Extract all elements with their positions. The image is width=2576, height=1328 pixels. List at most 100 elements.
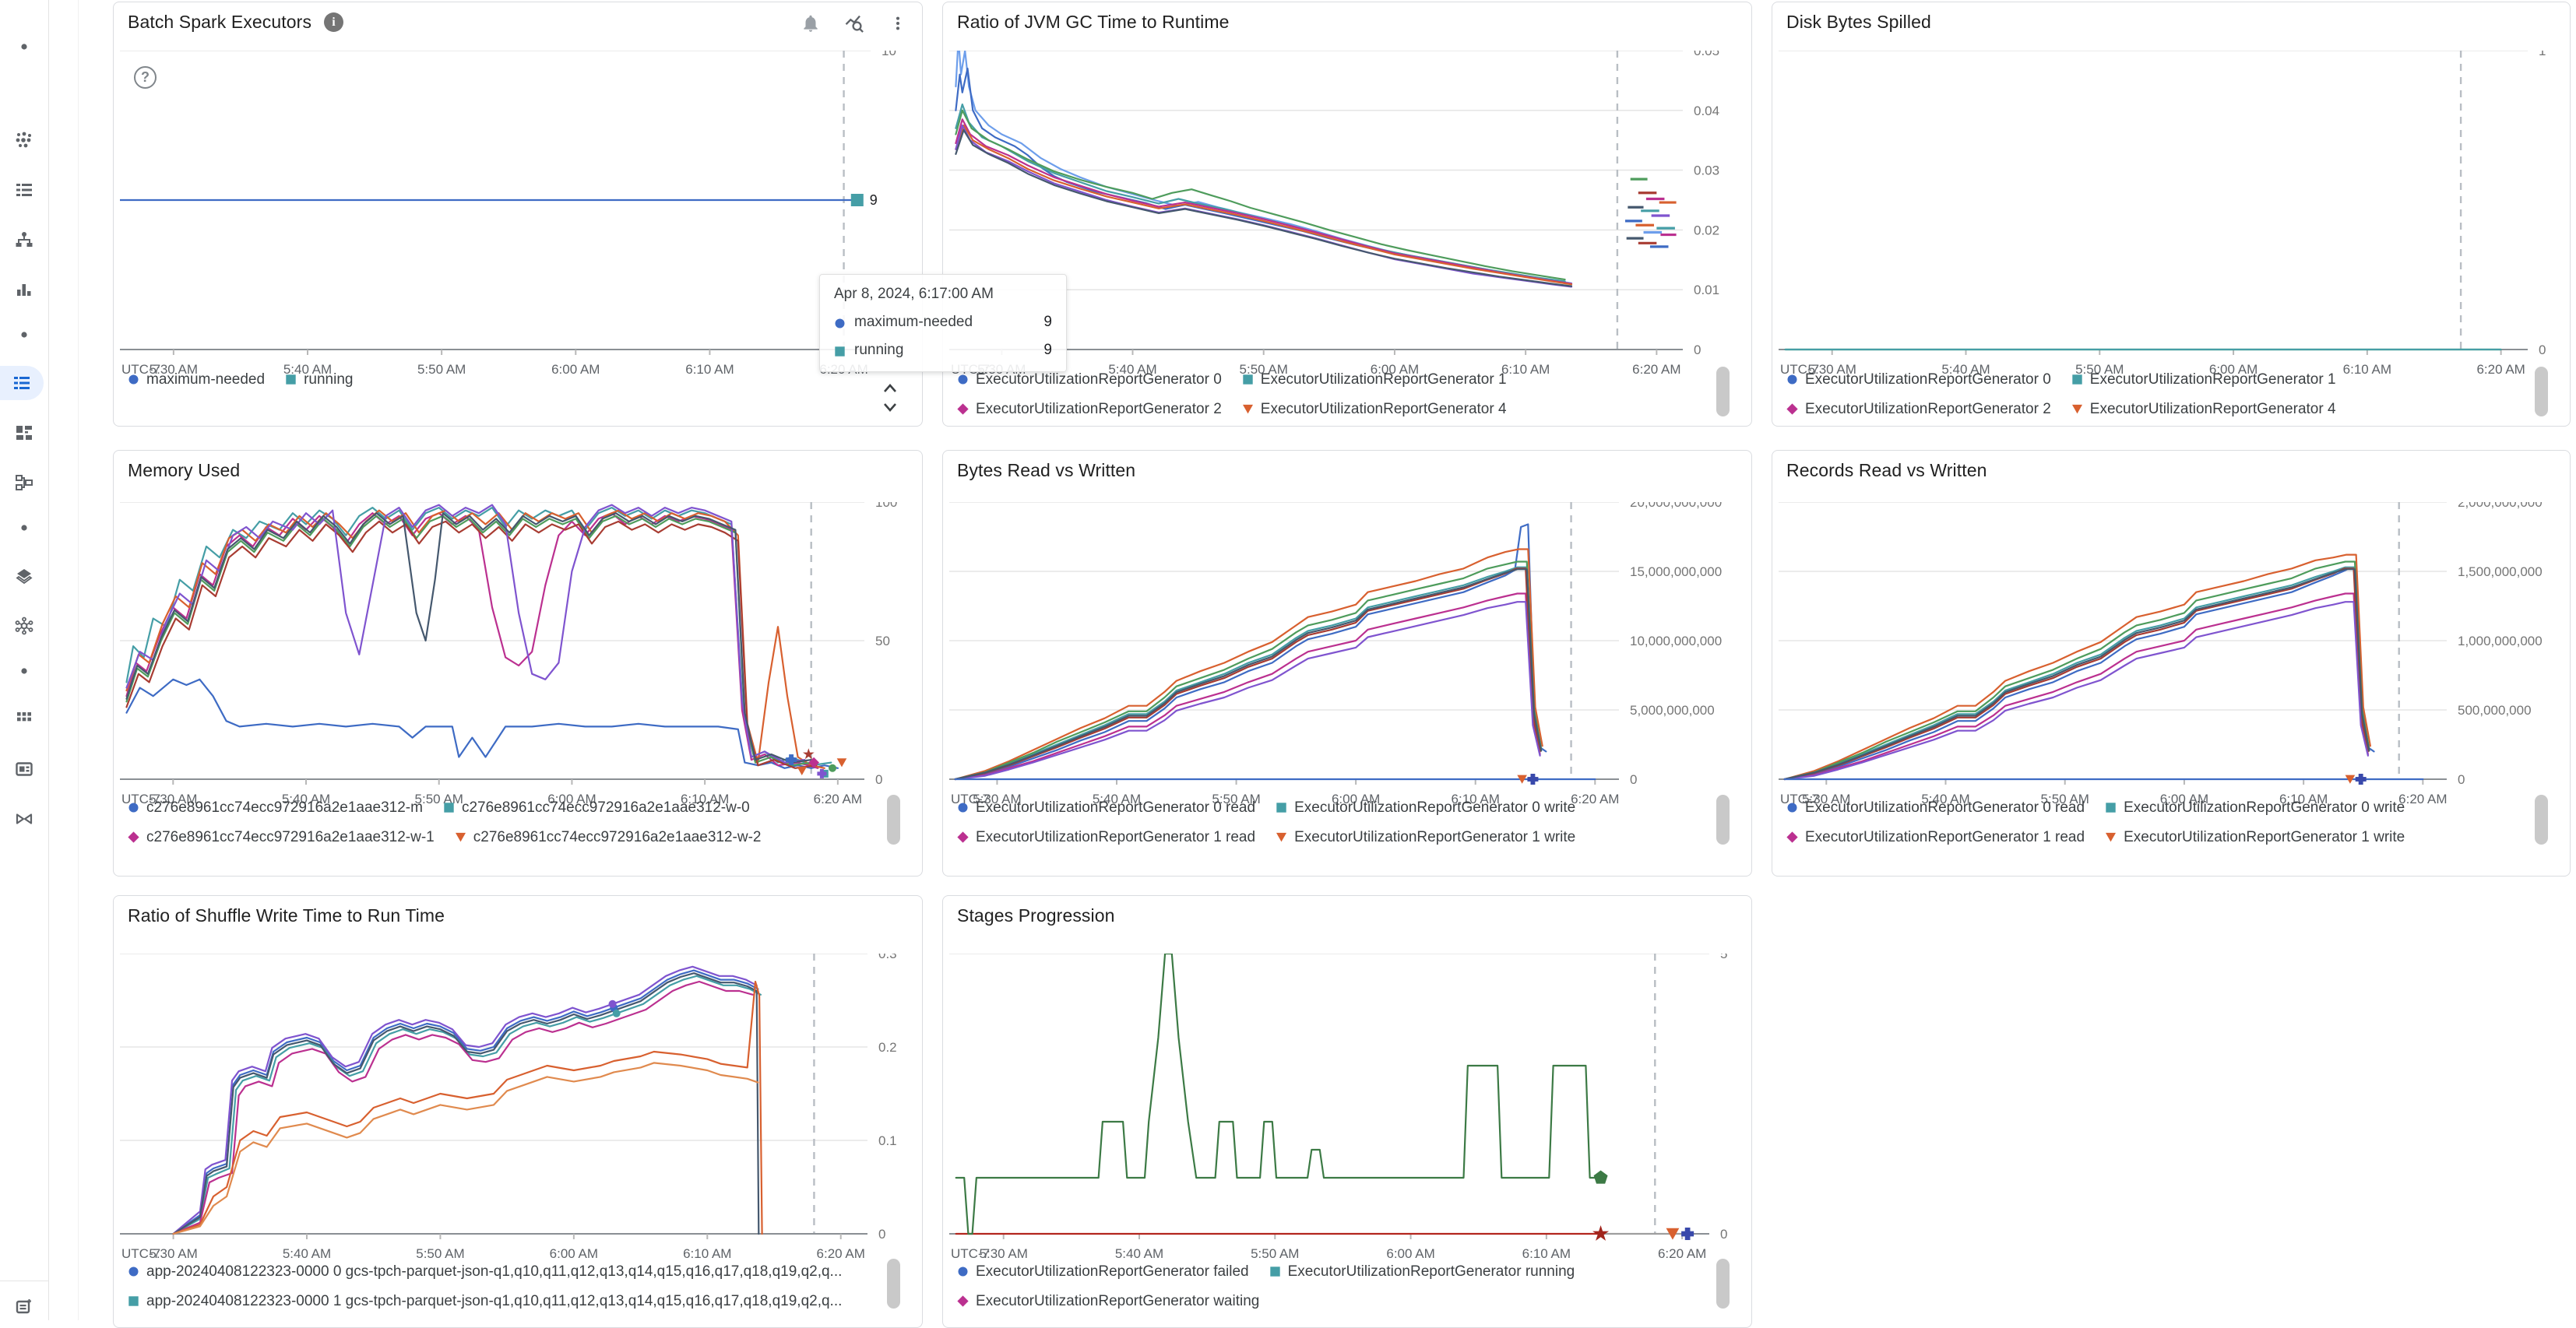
legend-item[interactable]: app-20240408122323-0000 1 gcs-tpch-parqu… <box>128 1293 842 1310</box>
sidebar-item-layers-icon[interactable] <box>0 559 48 593</box>
sidebar-item-grid-icon[interactable] <box>0 702 48 736</box>
legend-item[interactable]: c276e8961cc74ecc972916a2e1aae312-m <box>128 799 423 817</box>
legend-row: c276e8961cc74ecc972916a2e1aae312-w-1 c276… <box>128 826 878 848</box>
legend-item[interactable]: ExecutorUtilizationReportGenerator 4 <box>1242 401 1507 418</box>
legend-item[interactable]: ExecutorUtilizationReportGenerator faile… <box>957 1263 1249 1281</box>
sidebar-item-dot-icon[interactable] <box>0 654 48 688</box>
svg-text:UTC-7: UTC-7 <box>121 362 160 377</box>
sidebar-item-bar-chart-icon[interactable] <box>0 272 48 307</box>
more-vert-icon[interactable] <box>886 12 910 35</box>
sidebar-item-scatter-icon[interactable] <box>0 123 48 157</box>
svg-text:5:50 AM: 5:50 AM <box>416 1246 464 1261</box>
legend-label: c276e8961cc74ecc972916a2e1aae312-w-2 <box>473 828 762 845</box>
legend-item[interactable]: ExecutorUtilizationReportGenerator 1 <box>2071 371 2336 388</box>
legend-item[interactable]: ExecutorUtilizationReportGenerator 2 <box>957 401 1222 418</box>
svg-text:6:10 AM: 6:10 AM <box>683 1246 731 1261</box>
legend-label: ExecutorUtilizationReportGenerator 0 <box>1805 371 2051 388</box>
sidebar-item-flow-icon[interactable] <box>0 466 48 500</box>
sidebar-item-list-icon[interactable] <box>0 173 48 207</box>
legend-item[interactable]: c276e8961cc74ecc972916a2e1aae312-w-1 <box>128 829 435 846</box>
legend-item[interactable]: ExecutorUtilizationReportGenerator 1 wri… <box>1276 829 1575 846</box>
svg-text:0.2: 0.2 <box>878 1040 897 1055</box>
chart-title-text: Stages Progression <box>957 905 1115 926</box>
svg-text:5:30 AM: 5:30 AM <box>150 362 198 377</box>
info-icon[interactable]: i <box>324 12 344 32</box>
legend-scrollbar[interactable] <box>887 795 900 845</box>
legend-item[interactable]: ExecutorUtilizationReportGenerator 1 wri… <box>2105 829 2405 846</box>
chart-card-bytes-read-vs-written: Bytes Read vs Written 20,000,000,000 15,0… <box>942 450 1752 877</box>
chart-title-text: Batch Spark Executors <box>128 12 312 32</box>
legend-item[interactable]: ExecutorUtilizationReportGenerator runni… <box>1269 1263 1575 1281</box>
legend-scrollbar[interactable] <box>1716 367 1730 416</box>
legend-item[interactable]: ExecutorUtilizationReportGenerator 0 wri… <box>2105 799 2405 817</box>
svg-text:5: 5 <box>1720 954 1727 961</box>
sidebar-item-list-selected-icon[interactable] <box>0 366 44 400</box>
svg-text:50: 50 <box>875 634 890 648</box>
legend-item[interactable]: ExecutorUtilizationReportGenerator 0 wri… <box>1276 799 1575 817</box>
legend-scrollbar[interactable] <box>2535 795 2548 845</box>
svg-text:5:30 AM: 5:30 AM <box>973 792 1021 806</box>
legend-label: c276e8961cc74ecc972916a2e1aae312-m <box>146 799 423 816</box>
legend-label: ExecutorUtilizationReportGenerator 0 wri… <box>1294 799 1576 816</box>
legend-item[interactable]: ExecutorUtilizationReportGenerator 1 rea… <box>957 829 1255 846</box>
svg-text:10: 10 <box>882 51 896 58</box>
chart-plot: 20,000,000,000 15,000,000,000 10,000,000,0… <box>949 495 1745 810</box>
legend-item[interactable]: ExecutorUtilizationReportGenerator 1 <box>1242 371 1507 388</box>
legend-row: ExecutorUtilizationReportGenerator 0 rea… <box>1786 796 2526 819</box>
chart-card-memory-used: Memory Used 100 50 0 5:30 AM 5:40 AM 5:50 AM 6… <box>113 450 923 877</box>
legend-item[interactable]: ExecutorUtilizationReportGenerator 4 <box>2071 401 2336 418</box>
chart-title-text: Bytes Read vs Written <box>957 460 1136 480</box>
svg-text:6:10 AM: 6:10 AM <box>2343 362 2391 377</box>
legend-item[interactable]: ExecutorUtilizationReportGenerator waiti… <box>957 1293 1259 1310</box>
legend-item[interactable]: maximum-needed <box>128 371 265 388</box>
svg-text:5,000,000,000: 5,000,000,000 <box>1630 703 1715 718</box>
svg-text:0: 0 <box>875 772 882 787</box>
legend-label: ExecutorUtilizationReportGenerator 1 wri… <box>1294 828 1576 845</box>
chart-plot: 0.3 0.2 0.1 0 5:30 AM 5:40 AM 5:50 AM 6:00 AM 6:… <box>120 947 916 1265</box>
legend-label: ExecutorUtilizationReportGenerator 4 <box>1260 400 1507 417</box>
svg-text:6:10 AM: 6:10 AM <box>685 362 734 377</box>
svg-text:5:40 AM: 5:40 AM <box>1941 362 1990 377</box>
legend-item[interactable]: running <box>285 371 353 388</box>
svg-text:0.01: 0.01 <box>1694 283 1719 297</box>
legend-item[interactable]: ExecutorUtilizationReportGenerator 0 <box>1786 371 2051 388</box>
explore-chart-icon[interactable] <box>843 12 866 35</box>
legend-item[interactable]: ExecutorUtilizationReportGenerator 1 rea… <box>1786 829 2085 846</box>
legend-item[interactable]: c276e8961cc74ecc972916a2e1aae312-w-0 <box>443 799 750 817</box>
legend-scrollbar[interactable] <box>1716 795 1730 845</box>
legend-label: ExecutorUtilizationReportGenerator 1 <box>2089 371 2336 388</box>
legend-item[interactable]: app-20240408122323-0000 0 gcs-tpch-parqu… <box>128 1263 842 1281</box>
sidebar-item-hub-icon[interactable] <box>0 609 48 643</box>
svg-text:5:40 AM: 5:40 AM <box>1921 792 1969 806</box>
svg-text:0.02: 0.02 <box>1694 223 1719 237</box>
legend-scrollbar[interactable] <box>1716 1259 1730 1309</box>
svg-text:10,000,000,000: 10,000,000,000 <box>1630 634 1722 648</box>
legend-scrollbar[interactable] <box>2535 367 2548 416</box>
legend-item[interactable]: ExecutorUtilizationReportGenerator 0 <box>957 371 1222 388</box>
help-icon[interactable]: ? <box>134 66 157 89</box>
sidebar-item-card-icon[interactable] <box>0 752 48 786</box>
sidebar-item-bowtie-icon[interactable] <box>0 802 48 836</box>
sidebar-item-dot-icon[interactable] <box>0 511 48 545</box>
sidebar-item-dashboard-icon[interactable] <box>0 416 48 450</box>
sidebar-item-compose-icon[interactable] <box>0 1289 48 1323</box>
chart-title-text: Ratio of Shuffle Write Time to Run Time <box>128 905 445 926</box>
alert-bell-icon[interactable] <box>799 12 822 35</box>
legend-item[interactable]: ExecutorUtilizationReportGenerator 2 <box>1786 401 2051 418</box>
sidebar-item-tree-icon[interactable] <box>0 223 48 257</box>
legend-expander-icon[interactable] <box>880 379 900 416</box>
legend-item[interactable]: ExecutorUtilizationReportGenerator 0 rea… <box>957 799 1255 817</box>
svg-text:5:40 AM: 5:40 AM <box>283 362 332 377</box>
legend-scrollbar[interactable] <box>887 1259 900 1309</box>
sidebar-item-dot-icon[interactable] <box>0 30 48 64</box>
chart-plot: 5 0 5:30 AM 5:40 AM 5:50 AM 6:00 AM 6:10 AM 6:2… <box>949 947 1745 1265</box>
svg-text:6:10 AM: 6:10 AM <box>681 792 729 806</box>
chart-title: Batch Spark Executors i <box>128 12 344 33</box>
chart-canvas: 1085:30 AM5:40 AM5:50 AM6:00 AM6:10 AM6:… <box>118 44 896 377</box>
sidebar-item-dot-icon[interactable] <box>0 318 48 352</box>
legend-item[interactable]: ExecutorUtilizationReportGenerator 0 rea… <box>1786 799 2085 817</box>
legend-label: app-20240408122323-0000 0 gcs-tpch-parqu… <box>146 1263 843 1280</box>
panel-divider <box>78 0 79 1320</box>
tooltip-series-value: 9 <box>1043 342 1052 358</box>
legend-item[interactable]: c276e8961cc74ecc972916a2e1aae312-w-2 <box>455 829 762 846</box>
